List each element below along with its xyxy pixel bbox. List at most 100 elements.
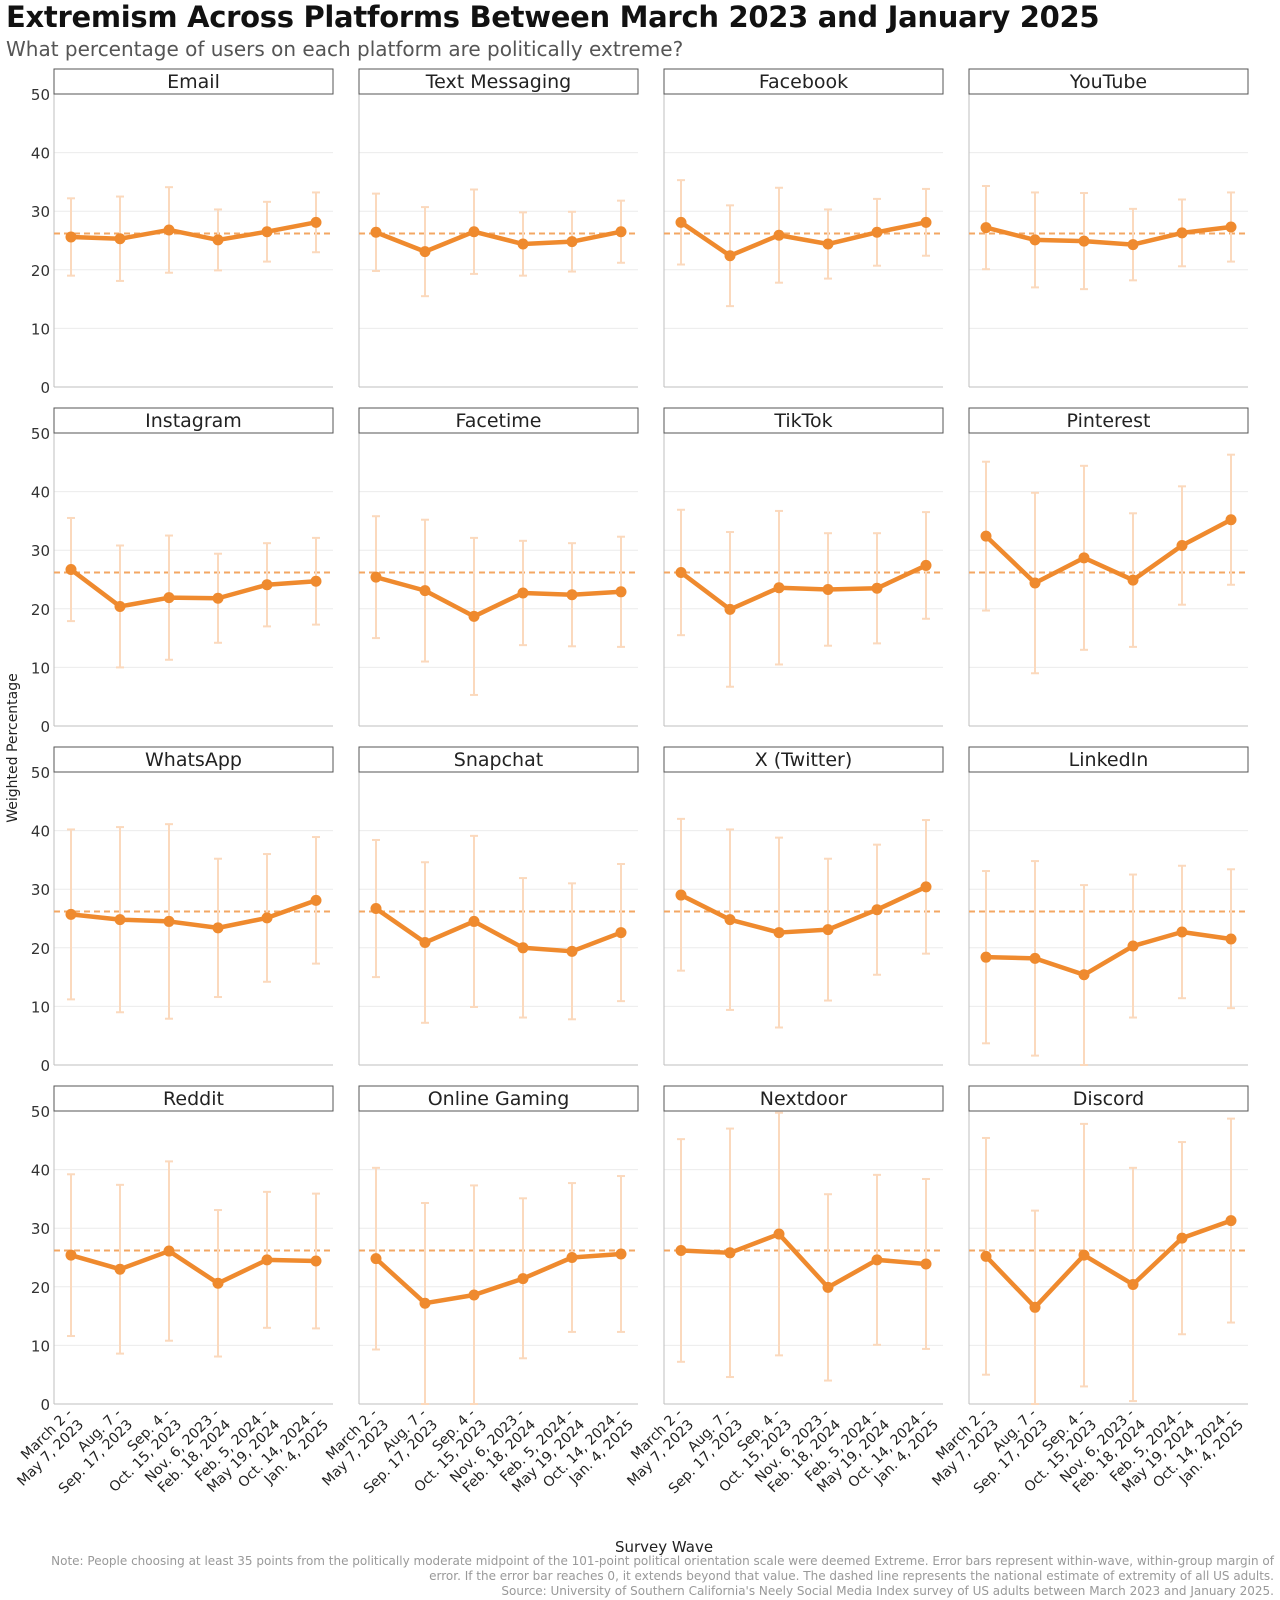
y-tick-label: 10 [31,320,50,338]
data-point [1029,1301,1041,1313]
data-point [517,238,529,250]
data-point [468,915,480,927]
data-point [1225,933,1237,945]
data-point [114,600,126,612]
data-point [980,951,992,963]
data-point [517,587,529,599]
data-point [822,924,834,936]
data-point [566,1252,578,1263]
panel-title: Online Gaming [428,1088,570,1110]
data-point [1176,540,1188,552]
data-point [419,1297,431,1309]
panel-title: Pinterest [1067,410,1151,432]
panel-strip [53,407,334,434]
data-point [871,226,883,238]
data-point [310,575,322,587]
panel-facebook: Facebook [663,68,944,388]
series-line [983,1218,1234,1310]
panel-title: X (Twitter) [755,749,853,771]
data-point [65,231,77,243]
data-point [163,915,175,927]
panel-strip [663,407,944,434]
series-line [983,224,1234,247]
y-tick-label: 50 [31,764,50,782]
note-line-1: Note: People choosing at least 35 points… [51,1554,1274,1568]
data-point [212,592,224,604]
data-point [1029,234,1041,246]
panel-strip [53,746,334,773]
panel-pinterest: Pinterest [968,407,1249,727]
data-point [773,229,785,241]
panel-title: YouTube [1069,71,1147,93]
data-point [724,603,736,615]
data-point [822,583,834,595]
data-point [675,216,687,228]
panel-title: TikTok [773,410,832,432]
series-line [373,906,624,954]
data-point [370,226,382,238]
series-line [68,1248,319,1286]
data-point [261,579,273,591]
chart-subtitle: What percentage of users on each platfor… [6,37,684,61]
y-tick-label: 30 [31,203,50,221]
panel-strip [663,1085,944,1112]
y-tick-label: 10 [31,998,50,1016]
data-point [566,945,578,957]
data-point [615,927,627,939]
y-tick-label: 50 [31,425,50,443]
note-line-2: error. If the error bar reaches 0, it ex… [429,1569,1274,1583]
panel-snapchat: Snapchat [358,746,639,1066]
data-point [615,586,627,598]
panel-strip [53,1085,334,1112]
panel-title: Facetime [456,410,542,432]
series-line [678,884,929,935]
series-line [373,574,624,619]
data-point [871,582,883,594]
series-line [678,220,929,258]
data-point [980,222,992,234]
series-line [983,517,1234,586]
y-axis-title: Weighted Percentage [5,673,21,822]
data-point [920,559,932,571]
data-point [675,1244,687,1256]
data-point [1127,574,1139,586]
data-point [468,226,480,238]
data-point [65,908,77,920]
data-point [980,1250,992,1262]
y-tick-label: 40 [31,1162,50,1180]
y-tick-label: 10 [31,659,50,677]
y-tick-label: 10 [31,1337,50,1355]
data-point [114,914,126,926]
panel-text-messaging: Text Messaging [358,68,639,388]
data-point [1127,239,1139,251]
chart-note: Note: People choosing at least 35 points… [14,1554,1274,1599]
y-tick-label: 30 [31,542,50,560]
data-point [773,927,785,939]
y-tick-label: 20 [31,1279,50,1297]
data-point [370,1253,382,1265]
series-line [68,220,319,243]
data-point [163,1245,175,1257]
y-tick-label: 40 [31,823,50,841]
panel-title: Facebook [759,71,848,93]
data-point [261,226,273,238]
data-point [65,1249,77,1261]
data-point [1176,1232,1188,1244]
panel-strip [968,407,1249,434]
series-line [983,929,1234,978]
data-point [773,582,785,594]
panel-title: Instagram [145,410,242,432]
data-point [1127,940,1139,952]
panel-email: Email [53,68,334,388]
data-point [871,1254,883,1266]
y-tick-label: 20 [31,262,50,280]
data-point [1225,514,1237,526]
data-point [114,1263,126,1275]
y-tick-label: 0 [40,1057,50,1075]
series-line [373,1251,624,1306]
y-tick-label: 20 [31,601,50,619]
data-point [1225,1215,1237,1227]
data-point [920,881,932,893]
